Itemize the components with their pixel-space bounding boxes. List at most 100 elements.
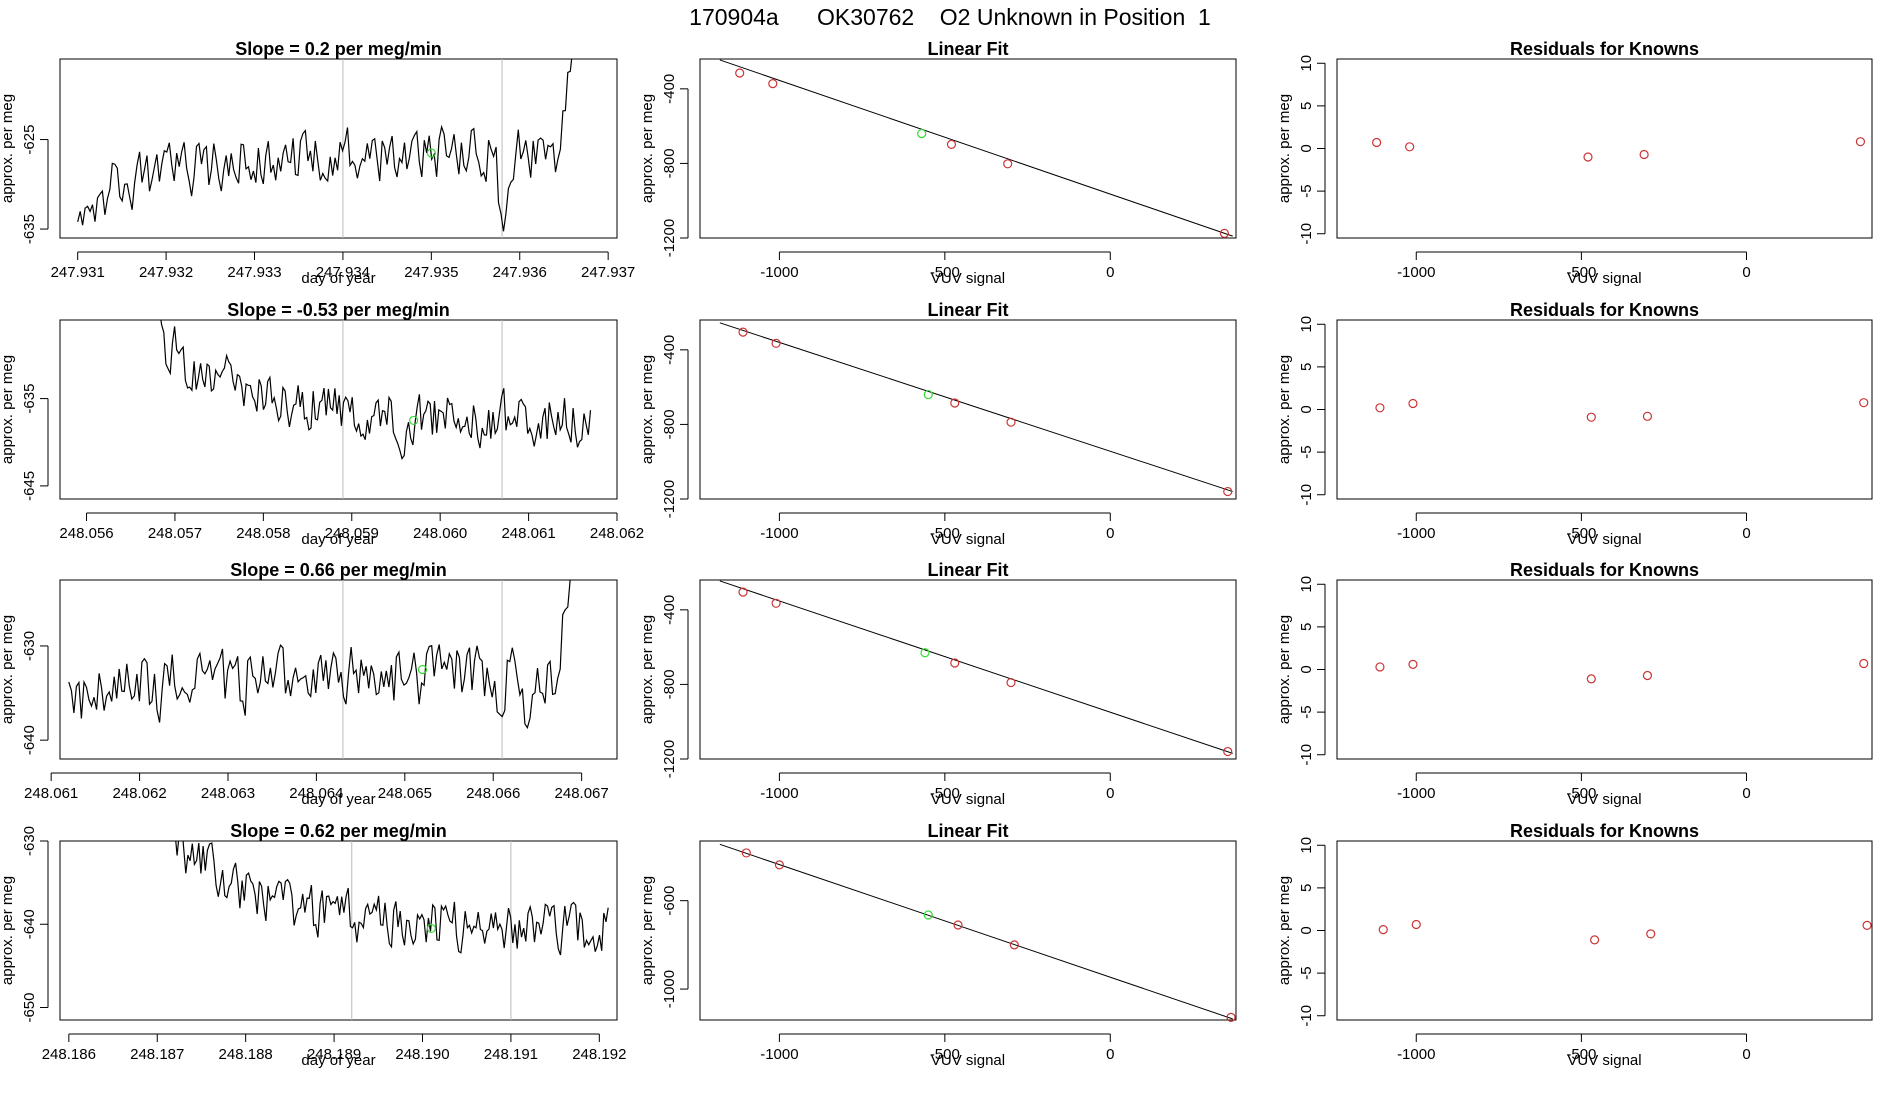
timeseries-1-y-tick-label: -625 (21, 125, 38, 155)
timeseries-2-x-tick-label: 248.057 (148, 525, 202, 542)
timeseries-4-x-tick-label: 248.187 (130, 1046, 184, 1063)
residuals-4-x-tick-label: -1000 (1397, 1046, 1435, 1063)
timeseries-1-x-tick-label: 247.935 (404, 264, 458, 281)
timeseries-4-x-tick-label: 248.192 (572, 1046, 626, 1063)
timeseries-1-data-line (77, 59, 573, 232)
timeseries-3-data-line (68, 580, 571, 730)
timeseries-1-title: Slope = 0.2 per meg/min (235, 39, 442, 59)
fit-2-y-tick-label: -1200 (661, 480, 678, 518)
fit-1-y-tick-label: -400 (661, 74, 678, 104)
residuals-3-y-tick-label: 0 (1298, 665, 1315, 673)
residuals-3-title: Residuals for Knowns (1510, 560, 1699, 580)
fit-1-known-point (768, 79, 778, 89)
residuals-2-plot-frame (1336, 319, 1873, 500)
fit-3-x-tick-label: -1000 (760, 785, 798, 802)
residuals-4-xlabel: VUV signal (1567, 1052, 1641, 1069)
fit-1-fit-line (719, 59, 1233, 237)
timeseries-2-data-line (160, 320, 592, 460)
timeseries-2-unknown-point (409, 415, 419, 426)
residuals-4-ylabel: approx. per meg (1276, 876, 1293, 985)
fit-2-ylabel: approx. per meg (639, 355, 656, 464)
residuals-2-residual-point (1859, 398, 1869, 408)
timeseries-1-x-tick-label: 247.936 (493, 264, 547, 281)
residuals-2-y-tick-label: -10 (1298, 484, 1315, 506)
fit-3-known-point (1006, 677, 1016, 688)
residuals-3-residual-point (1375, 662, 1385, 672)
fit-4-x-tick-label: 0 (1106, 1046, 1114, 1063)
fit-2-y-tick-label: -400 (661, 335, 678, 365)
residuals-4-y-tick-label: 0 (1298, 926, 1315, 934)
fit-3-plot-frame (699, 579, 1237, 760)
residuals-3-x-tick-label: -1000 (1397, 785, 1435, 802)
residuals-1-y-tick-label: -10 (1298, 223, 1315, 245)
fit-3-unknown-point (920, 648, 930, 658)
residuals-2-y-tick-label: 10 (1298, 316, 1315, 333)
timeseries-4-data-line (175, 841, 609, 956)
residuals-1-residual-point (1855, 137, 1866, 147)
timeseries-1-x-tick-label: 247.934 (316, 264, 370, 281)
residuals-3-plot-frame (1336, 579, 1873, 760)
residuals-1-y-tick-label: 0 (1298, 144, 1315, 152)
fit-4-x-tick-label: -1000 (760, 1046, 798, 1063)
residuals-2-residual-point (1375, 403, 1385, 413)
fit-3-ylabel: approx. per meg (639, 615, 656, 724)
timeseries-3-title: Slope = 0.66 per meg/min (230, 560, 447, 580)
residuals-4-y-tick-label: 10 (1298, 837, 1315, 854)
residuals-3-residual-point (1859, 658, 1869, 669)
fit-3-x-tick-label: 0 (1106, 785, 1114, 802)
fit-1-known-point (735, 68, 745, 78)
residuals-2-x-tick-label: -1000 (1397, 525, 1435, 542)
timeseries-2-ylabel: approx. per meg (0, 355, 16, 464)
residuals-1-ylabel: approx. per meg (1276, 94, 1293, 203)
residuals-1-xlabel: VUV signal (1567, 270, 1641, 287)
timeseries-4-x-tick-label: 248.190 (395, 1046, 449, 1063)
timeseries-2-xlabel: day of year (301, 531, 375, 548)
residuals-4-y-tick-label: -10 (1298, 1005, 1315, 1027)
timeseries-2-x-tick-label: 248.062 (590, 525, 644, 542)
residuals-3-residual-point (1642, 670, 1653, 681)
timeseries-1-x-tick-label: 247.933 (227, 264, 281, 281)
residuals-2-residual-point (1408, 398, 1418, 409)
residuals-2-x-tick-label: -500 (1566, 525, 1596, 542)
timeseries-4-unknown-point (426, 923, 436, 934)
residuals-3-residual-point (1586, 674, 1596, 684)
fit-3-known-point (771, 598, 781, 608)
residuals-2-ylabel: approx. per meg (1276, 355, 1293, 464)
timeseries-3-x-tick-label: 248.061 (24, 785, 78, 802)
timeseries-4-y-tick-label: -630 (21, 826, 38, 856)
fit-3-known-point (950, 658, 960, 668)
timeseries-3-xlabel: day of year (301, 791, 375, 808)
timeseries-3-x-tick-label: 248.062 (112, 785, 166, 802)
residuals-1-residual-point (1372, 137, 1382, 148)
fit-3-y-tick-label: -400 (661, 595, 678, 625)
timeseries-2-plot-frame (59, 319, 618, 500)
timeseries-4-x-tick-label: 248.191 (484, 1046, 538, 1063)
timeseries-4-y-tick-label: -650 (21, 992, 38, 1022)
residuals-2-y-tick-label: -5 (1298, 445, 1315, 458)
timeseries-3-x-tick-label: 248.067 (555, 785, 609, 802)
residuals-4-y-tick-label: 5 (1298, 884, 1315, 892)
timeseries-4-xlabel: day of year (301, 1052, 375, 1069)
residuals-1-residual-point (1405, 142, 1415, 152)
fit-1-x-tick-label: 0 (1106, 264, 1114, 281)
timeseries-2-y-tick-label: -645 (21, 471, 38, 501)
timeseries-1-x-tick-label: 247.931 (51, 264, 105, 281)
fit-1-xlabel: VUV signal (931, 270, 1005, 287)
residuals-3-x-tick-label: 0 (1742, 785, 1750, 802)
fit-1-y-tick-label: -1200 (661, 219, 678, 257)
fit-4-known-point (1226, 1012, 1236, 1022)
timeseries-1-x-tick-label: 247.937 (581, 264, 635, 281)
residuals-4-plot-frame (1336, 840, 1873, 1021)
residuals-1-plot-frame (1336, 58, 1873, 239)
fit-3-title: Linear Fit (927, 560, 1008, 580)
fit-3-known-point (1223, 746, 1233, 757)
timeseries-2-y-tick-label: -635 (21, 384, 38, 414)
fit-1-known-point (946, 139, 957, 149)
fit-3-known-point (738, 587, 748, 597)
timeseries-2-x-tick-label: 248.058 (236, 525, 290, 542)
fit-4-x-tick-label: -500 (930, 1046, 960, 1063)
residuals-4-residual-point (1862, 920, 1872, 930)
fit-2-y-tick-label: -800 (661, 409, 678, 439)
fit-4-known-point (1009, 940, 1019, 950)
